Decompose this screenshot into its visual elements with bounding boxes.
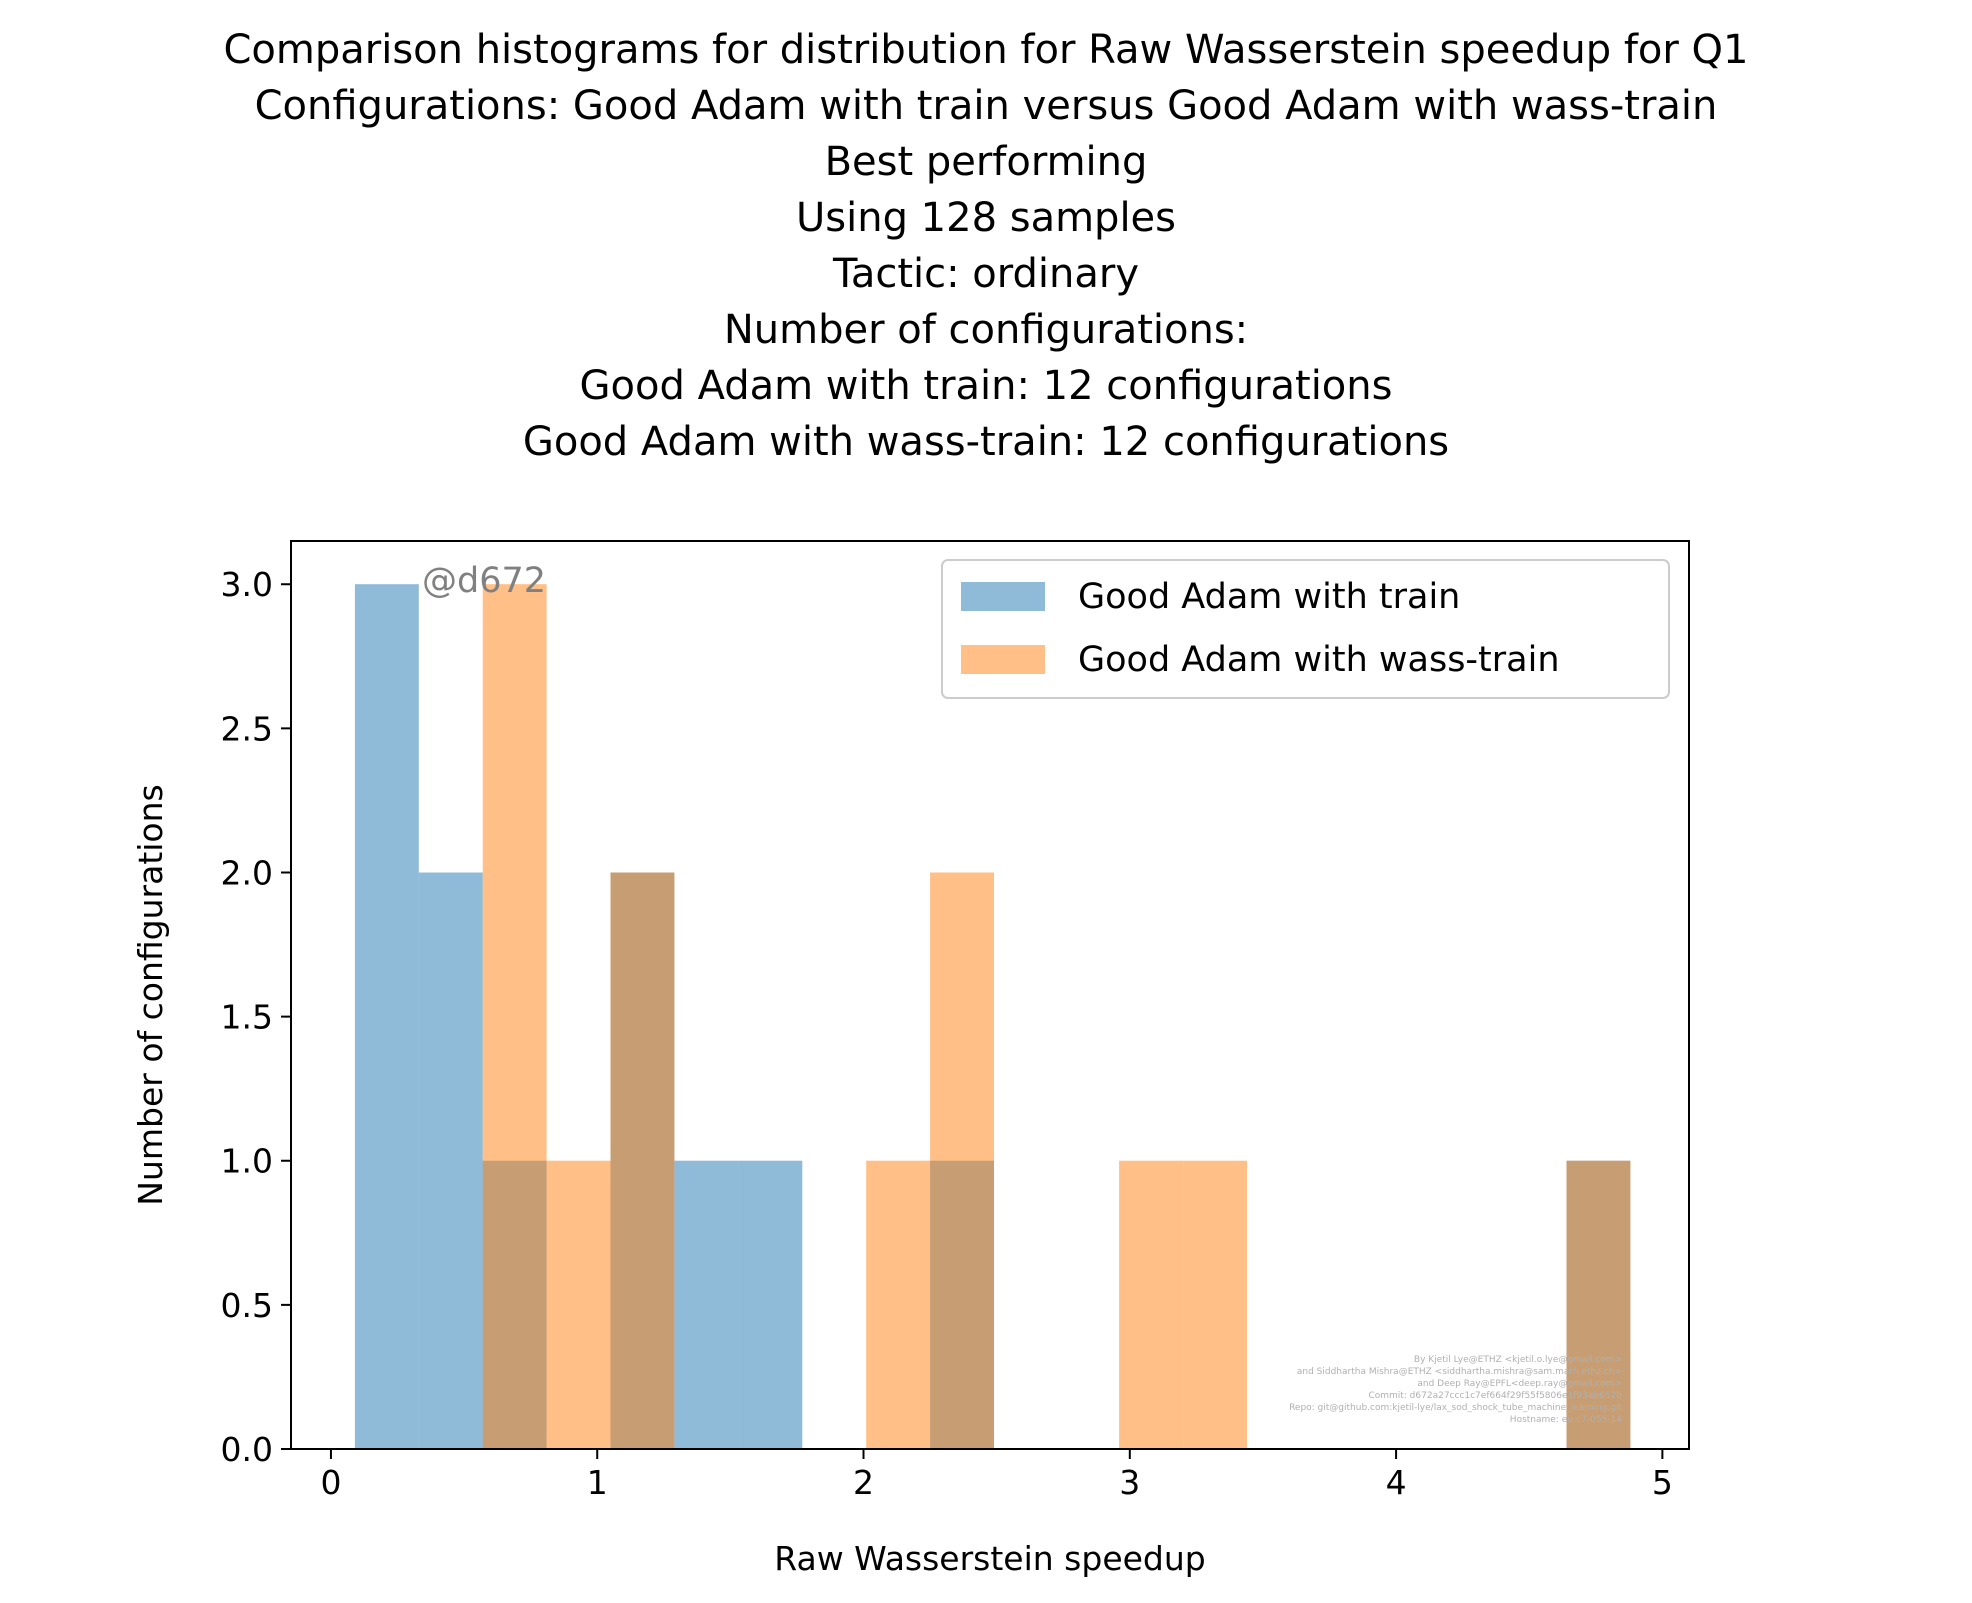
title-line-4: Using 128 samples xyxy=(795,195,1177,241)
title-line-5: Tactic: ordinary xyxy=(833,251,1139,297)
credits-line: Commit: d672a27ccc1c7ef664f29f55f5806e1f… xyxy=(1368,1391,1622,1401)
x-axis-label: Raw Wasserstein speedup xyxy=(774,1539,1205,1578)
legend: Good Adam with train Good Adam with wass… xyxy=(941,559,1670,699)
legend-swatch-train xyxy=(961,582,1045,611)
y-tick-label: 1.0 xyxy=(221,1142,273,1181)
y-tick-label: 0.0 xyxy=(221,1430,273,1469)
title-line-6: Number of configurations: xyxy=(723,307,1249,353)
histogram-bar-wass-train xyxy=(1566,1160,1631,1449)
x-axis-ticks: 0 1 2 3 4 5 xyxy=(320,1449,1673,1502)
credits-line: and Siddhartha Mishra@ETHZ <siddhartha.m… xyxy=(1297,1367,1622,1377)
chart-title: Comparison histograms for distribution f… xyxy=(0,22,1972,470)
x-tick-label: 5 xyxy=(1652,1463,1673,1502)
histogram-bar-train xyxy=(418,872,483,1449)
credits-watermark: By Kjetil Lye@ETHZ <kjetil.o.lye@gmail.c… xyxy=(1289,1355,1622,1425)
y-tick-label: 2.0 xyxy=(221,853,273,892)
credits-line: Hostname: eu-c7-055-14 xyxy=(1510,1415,1622,1425)
credits-line: By Kjetil Lye@ETHZ <kjetil.o.lye@gmail.c… xyxy=(1414,1355,1622,1365)
histogram-bar-wass-train xyxy=(930,872,994,1449)
histogram-bar-wass-train xyxy=(610,872,675,1449)
x-tick-label: 4 xyxy=(1386,1463,1407,1502)
histogram-bar-wass-train xyxy=(1183,1160,1247,1449)
y-tick-label: 0.5 xyxy=(221,1286,273,1325)
legend-label-wass-train: Good Adam with wass-train xyxy=(1078,640,1560,680)
credits-line: and Deep Ray@EPFL<deep.ray@gmail.com> xyxy=(1417,1379,1622,1389)
histogram-bar-wass-train xyxy=(866,1160,931,1449)
title-line-7: Good Adam with train: 12 configurations xyxy=(579,363,1393,409)
y-tick-label: 3.0 xyxy=(221,565,273,604)
histogram-bars xyxy=(354,584,1631,1449)
x-tick-label: 1 xyxy=(587,1463,608,1502)
title-line-1: Comparison histograms for distribution f… xyxy=(223,27,1749,73)
legend-box xyxy=(941,559,1670,699)
title-line-8: Good Adam with wass-train: 12 configurat… xyxy=(522,419,1450,465)
histogram-bar-wass-train xyxy=(546,1160,611,1449)
commit-annotation: @d672 xyxy=(422,561,546,601)
y-axis-ticks: 0.0 0.5 1.0 1.5 2.0 2.5 3.0 xyxy=(221,565,291,1469)
plot-frame xyxy=(290,540,1690,1450)
legend-swatch-wass-train xyxy=(961,645,1045,674)
y-axis-label: Number of configurations xyxy=(131,784,170,1205)
title-line-2: Configurations: Good Adam with train ver… xyxy=(254,83,1718,129)
histogram-bar-train xyxy=(674,1160,739,1449)
legend-label-train: Good Adam with train xyxy=(1078,577,1460,617)
histogram-bar-train xyxy=(354,584,419,1449)
y-tick-label: 2.5 xyxy=(221,709,273,748)
histogram-bar-wass-train xyxy=(482,584,547,1449)
y-tick-label: 1.5 xyxy=(221,998,273,1037)
x-tick-label: 3 xyxy=(1119,1463,1140,1502)
x-tick-label: 2 xyxy=(853,1463,874,1502)
title-line-3: Best performing xyxy=(824,139,1148,185)
x-tick-label: 0 xyxy=(320,1463,341,1502)
credits-line: Repo: git@github.com:kjetil-lye/lax_sod_… xyxy=(1289,1403,1622,1413)
histogram-bar-wass-train xyxy=(1119,1160,1183,1449)
histogram-bar-train xyxy=(738,1160,803,1449)
